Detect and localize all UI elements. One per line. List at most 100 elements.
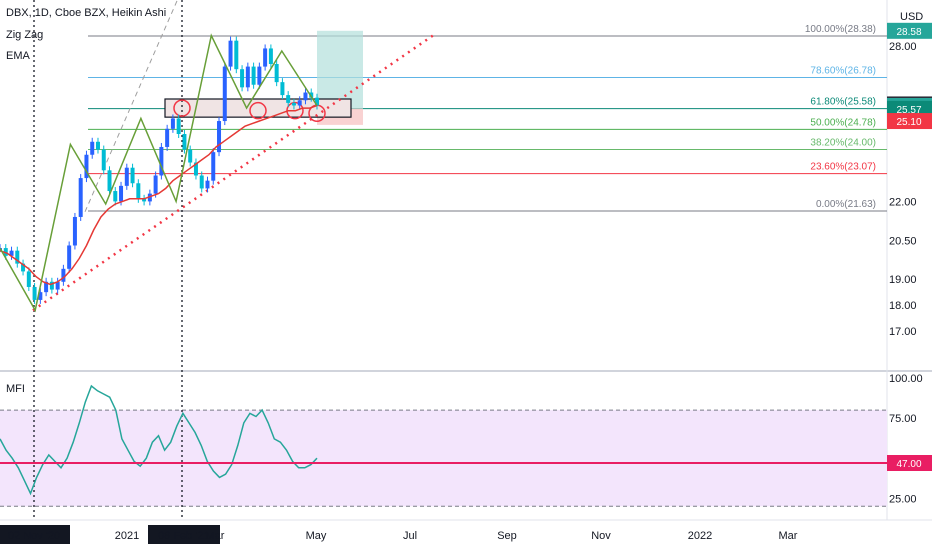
candle-body bbox=[72, 216, 77, 246]
fib-label: 78.60%(26.78) bbox=[810, 65, 876, 76]
symbol-title: DBX, 1D, Cboe BZX, Heikin Ashi bbox=[6, 7, 166, 19]
price-tag-text: 25.57 bbox=[896, 105, 921, 116]
projection-line bbox=[84, 0, 178, 212]
ema-legend[interactable]: EMA bbox=[6, 50, 31, 62]
price-tick-label: 17.00 bbox=[889, 326, 917, 338]
price-axis[interactable]: 30.00 28.00 25.00 22.00 20.50 19.00 18.00 17.00… bbox=[889, 0, 923, 505]
time-tick-label: 2022 bbox=[688, 530, 712, 542]
candle-body bbox=[188, 149, 193, 163]
time-tick-label: 2021 bbox=[115, 530, 139, 542]
time-tick-label: May bbox=[306, 530, 327, 542]
candle-body bbox=[90, 141, 95, 155]
fib-label: 100.00%(28.38) bbox=[805, 24, 876, 35]
mfi-level-tag-box bbox=[887, 455, 932, 471]
candle-body bbox=[101, 149, 106, 171]
candle-body bbox=[268, 48, 273, 64]
fib-retracement[interactable]: 100.00%(28.38) 78.60%(26.78) 61.80%(25.58)… bbox=[88, 24, 887, 212]
candle-body bbox=[84, 154, 89, 179]
candle-body bbox=[153, 175, 158, 194]
candle-body bbox=[251, 66, 256, 85]
candle-body bbox=[142, 198, 147, 202]
candle-body bbox=[21, 263, 26, 272]
candle-body bbox=[3, 248, 8, 256]
candle-body bbox=[136, 183, 141, 199]
position-target-zone bbox=[317, 30, 363, 109]
candle-body bbox=[15, 250, 20, 264]
candle-body bbox=[119, 185, 124, 202]
candle-body bbox=[222, 66, 227, 122]
candle-body bbox=[124, 167, 129, 186]
time-tick-label: Sep bbox=[497, 530, 517, 542]
zigzag-line bbox=[0, 33, 318, 313]
candle-body bbox=[257, 66, 262, 85]
candle-body bbox=[170, 118, 175, 129]
candle-body bbox=[26, 271, 31, 287]
candle-body bbox=[280, 82, 285, 96]
price-tick-label: 30.00 bbox=[889, 0, 917, 1]
time-tick-highlight bbox=[148, 525, 220, 544]
price-tag-box bbox=[887, 100, 932, 117]
time-tick-label: Jul bbox=[403, 530, 417, 542]
time-tick-label: 08 Feb '21 bbox=[158, 530, 210, 542]
price-tick-label: 22.00 bbox=[889, 196, 917, 208]
fib-label: 23.60%(23.07) bbox=[810, 162, 876, 173]
mfi-tick-label: 100.00 bbox=[889, 373, 923, 385]
time-tick-label: Nov bbox=[591, 530, 611, 542]
price-tag-box bbox=[887, 22, 932, 39]
price-tag-text: 25.10 bbox=[896, 117, 921, 128]
fib-label: 50.00%(24.78) bbox=[810, 117, 876, 128]
time-tick-label: 02 Nov '20 bbox=[8, 530, 60, 542]
candle-body bbox=[211, 152, 216, 181]
candle-body bbox=[274, 64, 279, 83]
candle-body bbox=[199, 175, 204, 189]
time-tick-label: Mar bbox=[206, 530, 225, 542]
price-pane[interactable] bbox=[0, 0, 887, 370]
price-tick-label: 20.50 bbox=[889, 235, 917, 247]
candle-body bbox=[95, 141, 100, 150]
candle-body bbox=[32, 286, 37, 300]
candle-body bbox=[159, 146, 164, 176]
time-tick-label: Mar bbox=[779, 530, 798, 542]
mfi-series bbox=[0, 384, 887, 496]
currency-label: USD bbox=[900, 11, 923, 23]
mfi-level-tag-text: 47.00 bbox=[896, 459, 921, 470]
candle-body bbox=[38, 292, 43, 300]
candle-body bbox=[9, 250, 14, 256]
candle-body bbox=[205, 180, 210, 189]
candle-body bbox=[182, 134, 187, 150]
mfi-tick-label: 75.00 bbox=[889, 413, 917, 425]
price-tag-box bbox=[887, 113, 932, 130]
price-tick-label: 28.00 bbox=[889, 41, 917, 53]
mfi-legend[interactable]: MFI bbox=[6, 383, 25, 395]
candle-body bbox=[263, 48, 268, 67]
price-tick-label: 19.00 bbox=[889, 274, 917, 286]
price-series bbox=[0, 33, 319, 313]
candle-body bbox=[176, 118, 181, 134]
mfi-line bbox=[0, 384, 318, 496]
zigzag-legend[interactable]: Zig Zag bbox=[6, 29, 43, 41]
candle-body bbox=[193, 162, 198, 176]
candle-body bbox=[44, 281, 49, 293]
fib-label: 61.80%(25.58) bbox=[810, 97, 876, 108]
candle-body bbox=[291, 102, 296, 106]
price-tick-label: 18.00 bbox=[889, 300, 917, 312]
candle-body bbox=[297, 100, 302, 106]
price-tag-text: 28.58 bbox=[896, 27, 921, 38]
candle-body bbox=[234, 40, 239, 70]
resistance-box bbox=[164, 98, 352, 118]
time-tick-highlight bbox=[0, 525, 70, 544]
fib-label: 0.00%(21.63) bbox=[816, 199, 876, 210]
candle-body bbox=[315, 97, 319, 106]
candle-body bbox=[67, 245, 72, 269]
candle-body bbox=[309, 92, 314, 98]
drawing-overlays[interactable] bbox=[32, 0, 434, 520]
candle-body bbox=[130, 167, 135, 184]
candle-body bbox=[228, 40, 233, 67]
candle-body bbox=[286, 95, 291, 103]
candle-body bbox=[245, 66, 250, 88]
touch-circle bbox=[249, 101, 267, 120]
candle-body bbox=[78, 178, 83, 217]
